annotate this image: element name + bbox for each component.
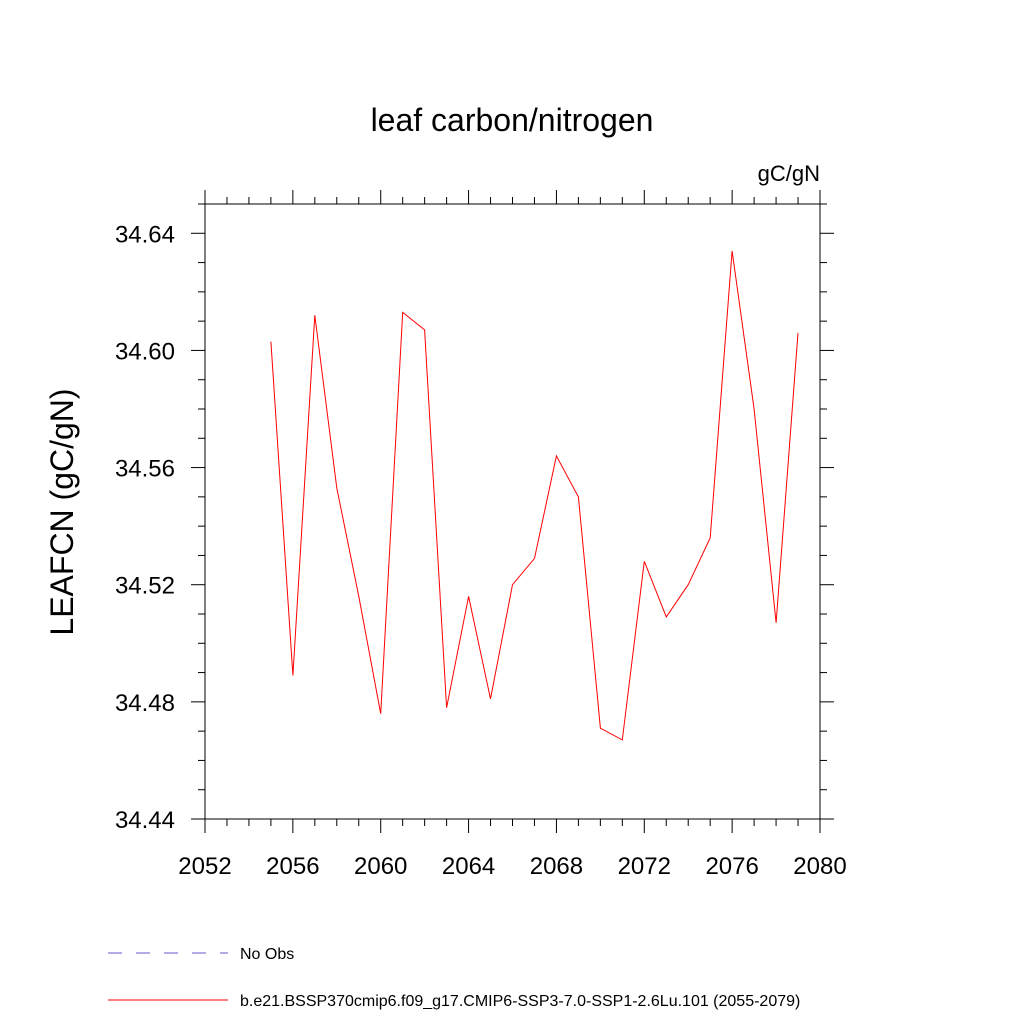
- legend-series-label: b.e21.BSSP370cmip6.f09_g17.CMIP6-SSP3-7.…: [240, 993, 800, 1010]
- y-tick-label: 34.60: [115, 338, 175, 365]
- chart-title: leaf carbon/nitrogen: [371, 102, 654, 138]
- y-tick-label: 34.52: [115, 573, 175, 600]
- x-tick-label: 2064: [442, 853, 495, 880]
- x-tick-label: 2052: [178, 853, 231, 880]
- x-tick-label: 2060: [354, 853, 407, 880]
- y-tick-label: 34.44: [115, 807, 175, 834]
- x-tick-labels: 2052 2056 2060 2064 2068 2072 2076 2080: [178, 853, 846, 880]
- x-tick-label: 2068: [530, 853, 583, 880]
- tick-marks: [191, 190, 834, 833]
- y-tick-label: 34.48: [115, 690, 175, 717]
- legend: No Obs b.e21.BSSP370cmip6.f09_g17.CMIP6-…: [108, 946, 800, 1010]
- y-tick-label: 34.64: [115, 221, 175, 248]
- x-tick-label: 2056: [266, 853, 319, 880]
- series-line: [270, 250, 799, 741]
- x-tick-label: 2072: [618, 853, 671, 880]
- y-tick-label: 34.56: [115, 456, 175, 483]
- y-axis-label: LEAFCN (gC/gN): [44, 388, 80, 635]
- x-tick-label: 2076: [705, 853, 758, 880]
- y-tick-labels: 34.44 34.48 34.52 34.56 34.60 34.64: [115, 221, 175, 834]
- plot-frame: [204, 203, 821, 820]
- x-tick-label: 2080: [793, 853, 846, 880]
- legend-no-obs-label: No Obs: [240, 946, 294, 963]
- units-label: gC/gN: [758, 161, 820, 186]
- series-layer: [270, 250, 799, 741]
